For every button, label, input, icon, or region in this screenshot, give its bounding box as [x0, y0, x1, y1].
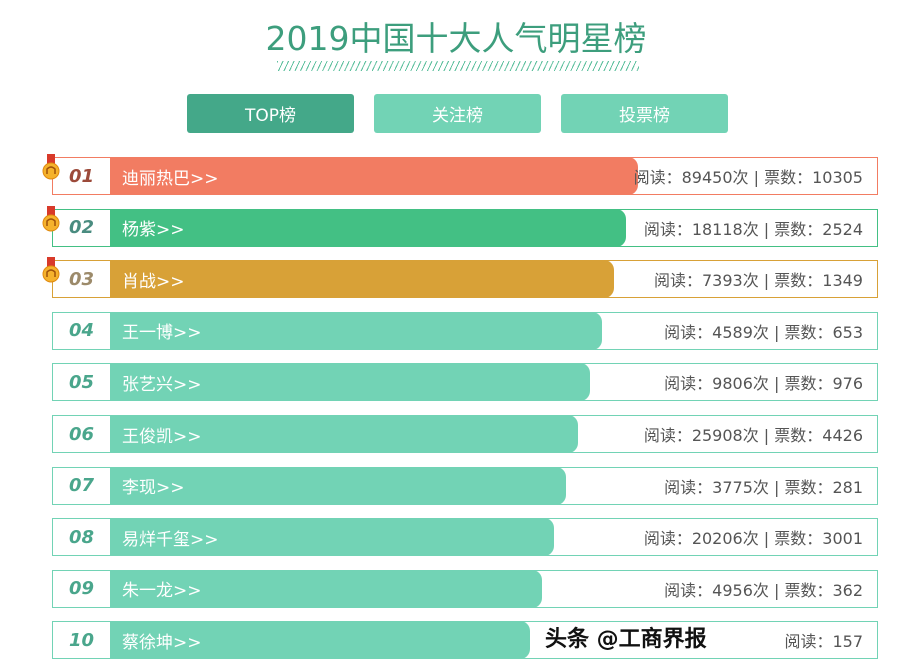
rank-number: 01 — [68, 165, 95, 187]
medal-icon — [42, 154, 60, 180]
medal-icon — [42, 257, 60, 283]
rank-number: 07 — [68, 475, 95, 497]
stats-text: 阅读：9806次 | 票数：976 — [664, 374, 863, 394]
star-name-link[interactable]: 李现>> — [110, 466, 566, 505]
tab-follow[interactable]: 关注榜 — [374, 94, 541, 133]
stats-text: 阅读：18118次 | 票数：2524 — [643, 219, 863, 239]
stats-text: 阅读：25908次 | 票数：4426 — [643, 426, 863, 445]
ranking-row[interactable]: 10 蔡徐坤>> 阅读：157 — [52, 621, 878, 660]
rank-number: 03 — [68, 268, 95, 290]
ranking-row[interactable]: 07 李现>> 阅读：3775次 | 票数：281 — [52, 466, 878, 505]
star-name-link[interactable]: 张艺兴>> — [110, 363, 590, 402]
medal-icon — [42, 205, 60, 232]
title-divider — [277, 61, 639, 71]
page-title: 2019中国十大人气明星榜 — [265, 19, 647, 58]
stats-text: 阅读：89450次 | 票数：10305 — [633, 168, 863, 187]
ranking-row[interactable]: 06 王俊凯>> 阅读：25908次 | 票数：4426 — [52, 415, 878, 453]
stats-text: 阅读：3775次 | 票数：281 — [664, 477, 863, 497]
star-name-link[interactable]: 杨紫>> — [110, 208, 626, 247]
watermark: 头条 @工商界报 — [545, 627, 707, 652]
star-name-link[interactable]: 王俊凯>> — [110, 415, 578, 453]
ranking-row[interactable]: 03 肖战>> 阅读：7393次 | 票数：1349 — [42, 257, 878, 299]
rank-number: 09 — [68, 578, 95, 600]
ranking-row[interactable]: 05 张艺兴>> 阅读：9806次 | 票数：976 — [52, 363, 878, 402]
rank-number: 08 — [68, 526, 95, 548]
stats-text: 阅读：4589次 | 票数：653 — [664, 322, 863, 342]
star-name-link[interactable]: 王一博>> — [110, 311, 602, 350]
star-name-link[interactable]: 蔡徐坤>> — [110, 621, 530, 660]
rank-number: 05 — [68, 371, 95, 393]
star-name-link[interactable]: 肖战>> — [110, 260, 614, 299]
stats-text: 阅读：157 — [784, 632, 863, 652]
ranking-row[interactable]: 02 杨紫>> 阅读：18118次 | 票数：2524 — [42, 205, 878, 247]
rank-number: 02 — [68, 217, 95, 239]
ranking-row[interactable]: 04 王一博>> 阅读：4589次 | 票数：653 — [52, 311, 878, 350]
ranking-row[interactable]: 08 易烊千玺>> 阅读：20206次 | 票数：3001 — [52, 518, 878, 557]
ranking-row[interactable]: 09 朱一龙>> 阅读：4956次 | 票数：362 — [52, 569, 878, 608]
rank-number: 04 — [68, 320, 95, 342]
rank-number: 06 — [68, 423, 95, 445]
star-name-link[interactable]: 朱一龙>> — [110, 569, 542, 608]
tab-top[interactable]: TOP榜 — [187, 94, 354, 133]
rank-number: 10 — [68, 629, 95, 651]
stats-text: 阅读：4956次 | 票数：362 — [664, 580, 863, 600]
star-name-link[interactable]: 迪丽热巴>> — [110, 157, 638, 195]
star-name-link[interactable]: 易烊千玺>> — [110, 518, 554, 557]
stats-text: 阅读：7393次 | 票数：1349 — [653, 271, 863, 291]
stats-text: 阅读：20206次 | 票数：3001 — [643, 529, 863, 549]
tab-vote[interactable]: 投票榜 — [561, 94, 728, 133]
ranking-row[interactable]: 01 迪丽热巴>> 阅读：89450次 | 票数：10305 — [42, 154, 878, 195]
